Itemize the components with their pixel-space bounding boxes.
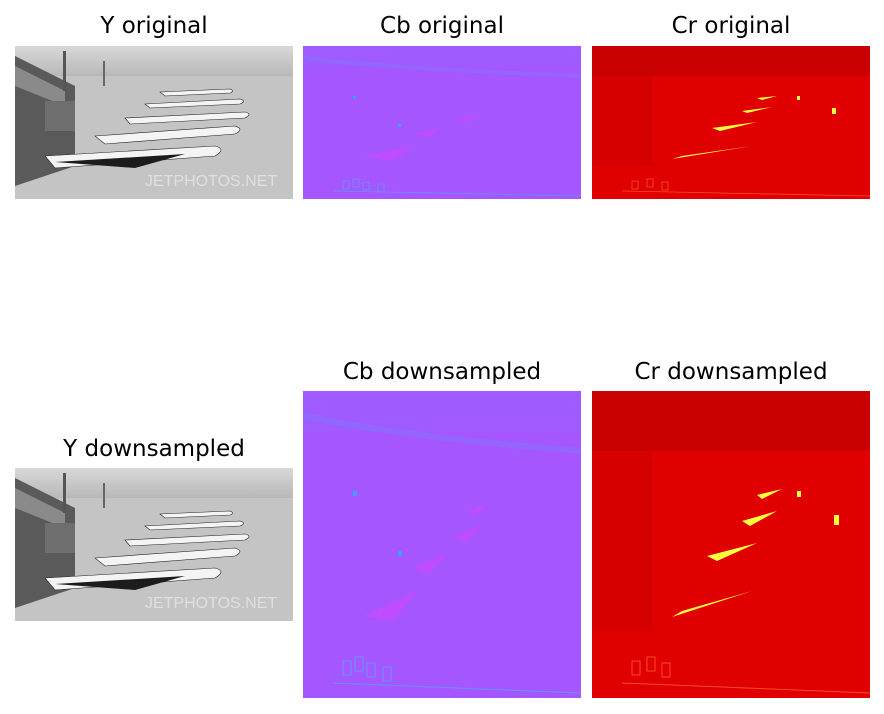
image-y-downsampled: JETPHOTOS.NET — [15, 468, 293, 621]
panel-title-y-downsampled: Y downsampled — [63, 436, 245, 462]
panel-title-cr-original: Cr original — [671, 13, 791, 39]
image-cb-original — [303, 46, 581, 199]
panel-title-cb-original: Cb original — [380, 13, 504, 39]
image-cr-downsampled — [592, 391, 870, 698]
image-y-original: JETPHOTOS.NET — [15, 46, 293, 199]
image-cb-downsampled — [303, 391, 581, 698]
panel-title-cr-downsampled: Cr downsampled — [634, 359, 828, 385]
watermark-text: JETPHOTOS.NET — [145, 173, 277, 190]
watermark-text: JETPHOTOS.NET — [145, 595, 277, 612]
image-cr-original — [592, 46, 870, 199]
panel-title-cb-downsampled: Cb downsampled — [342, 359, 542, 385]
panel-title-y-original: Y original — [100, 13, 208, 39]
